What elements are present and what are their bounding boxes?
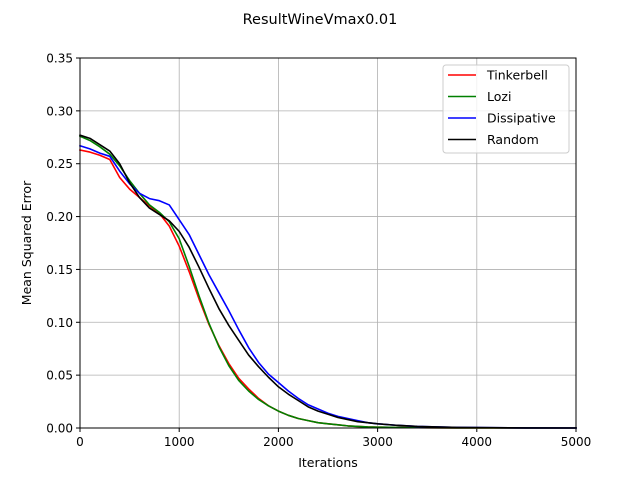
y-tick-label: 0.20 [46, 210, 73, 224]
y-tick-label: 0.25 [46, 157, 73, 171]
y-axis-ticks: 0.00 0.05 0.10 0.15 0.20 0.25 0.30 0.35 [46, 52, 80, 436]
x-axis-label: Iterations [298, 455, 358, 470]
y-tick-label: 0.30 [46, 104, 73, 118]
x-tick-label: 5000 [561, 435, 592, 449]
y-tick-label: 0.15 [46, 263, 73, 277]
y-axis-label: Mean Squared Error [19, 180, 34, 305]
chart-title: ResultWineVmax0.01 [243, 12, 398, 28]
x-tick-label: 2000 [263, 435, 294, 449]
y-tick-label: 0.00 [46, 422, 73, 436]
legend-label-random: Random [487, 132, 539, 147]
y-tick-label: 0.05 [46, 369, 73, 383]
y-tick-label: 0.35 [46, 52, 73, 66]
series-line-random [78, 134, 577, 429]
x-tick-label: 0 [76, 435, 84, 449]
x-tick-label: 4000 [462, 435, 493, 449]
legend-box [442, 64, 570, 154]
x-tick-label: 3000 [362, 435, 393, 449]
legend-label-dissipative: Dissipative [487, 111, 556, 126]
series-line-lozi [78, 135, 577, 429]
y-tick-label: 0.10 [46, 316, 73, 330]
series-lines [78, 134, 577, 429]
legend: Tinkerbell Lozi Dissipative Random [442, 64, 570, 154]
legend-label-tinkerbell: Tinkerbell [486, 68, 548, 83]
x-tick-label: 1000 [164, 435, 195, 449]
plot-area-frame [79, 57, 577, 429]
legend-label-lozi: Lozi [487, 89, 511, 104]
x-axis-ticks: 0 1000 2000 3000 4000 5000 [76, 428, 591, 449]
